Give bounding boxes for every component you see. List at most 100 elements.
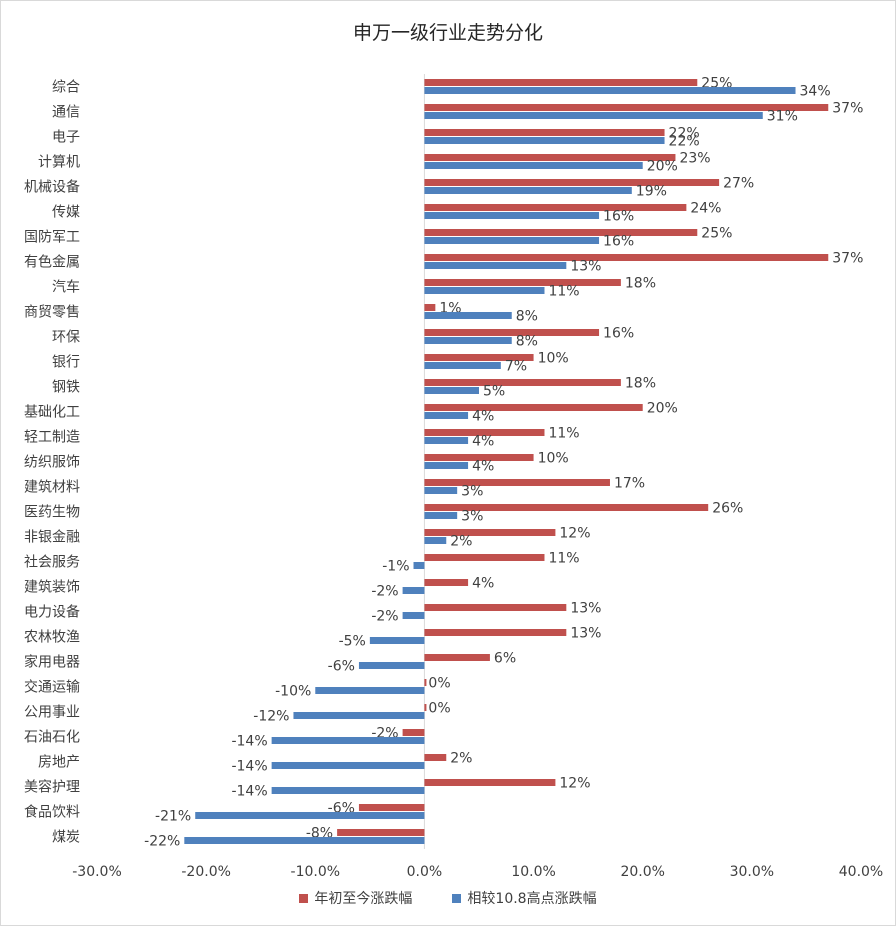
- bar-ytd: [424, 779, 556, 786]
- bar-vs-high: [424, 312, 512, 319]
- data-label-ytd: 18%: [625, 376, 656, 392]
- bar-ytd: [402, 729, 425, 736]
- data-label-ytd: 11%: [548, 426, 579, 442]
- category-label: 电力设备: [24, 604, 80, 621]
- data-label-ytd: 0%: [428, 701, 450, 717]
- legend-item-ytd: 年初至今涨跌幅: [299, 888, 412, 908]
- category-label: 煤炭: [52, 830, 80, 846]
- category-label: 轻工制造: [24, 430, 80, 446]
- data-label-ytd: 2%: [450, 751, 472, 767]
- data-label-ytd: 27%: [723, 176, 754, 192]
- bar-vs-high: [424, 87, 796, 94]
- bar-vs-high: [402, 612, 425, 619]
- bar-ytd: [424, 454, 534, 461]
- data-label-ytd: 37%: [832, 251, 863, 267]
- bar-vs-high: [424, 512, 458, 519]
- legend-item-vs-high: 相较10.8高点涨跌幅: [452, 888, 597, 908]
- bar-vs-high: [424, 112, 763, 119]
- category-label: 银行: [52, 355, 80, 371]
- bar-ytd: [424, 204, 687, 211]
- bar-vs-high: [424, 137, 665, 144]
- bar-ytd: [424, 704, 427, 711]
- category-label: 商贸零售: [24, 305, 80, 321]
- data-label-vs-high: 31%: [767, 109, 798, 125]
- bar-ytd: [424, 329, 600, 336]
- data-label-vs-high: -22%: [144, 834, 180, 850]
- data-label-vs-high: 4%: [472, 434, 494, 450]
- data-label-ytd: 12%: [559, 776, 590, 792]
- bar-ytd: [424, 579, 469, 586]
- data-label-vs-high: -6%: [328, 659, 355, 675]
- data-label-vs-high: 11%: [548, 284, 579, 300]
- bar-vs-high: [424, 262, 567, 269]
- bar-ytd: [424, 479, 610, 486]
- data-label-ytd: 13%: [570, 601, 601, 617]
- bar-ytd: [424, 129, 665, 136]
- data-label-vs-high: -14%: [231, 759, 267, 775]
- category-label: 综合: [52, 80, 80, 96]
- category-label: 食品饮料: [24, 804, 80, 821]
- bar-vs-high: [271, 762, 425, 769]
- bar-ytd: [424, 279, 621, 286]
- legend: 年初至今涨跌幅 相较10.8高点涨跌幅: [0, 888, 896, 908]
- bar-ytd: [424, 179, 720, 186]
- category-label: 汽车: [52, 279, 80, 296]
- legend-label-vs-high: 相较10.8高点涨跌幅: [467, 891, 597, 907]
- bar-ytd: [424, 429, 545, 436]
- bar-vs-high: [424, 462, 469, 469]
- category-label: 环保: [52, 330, 80, 346]
- data-label-ytd: 11%: [548, 551, 579, 567]
- category-label: 基础化工: [24, 404, 80, 421]
- bar-vs-high: [424, 537, 447, 544]
- category-label: 交通运输: [24, 679, 80, 696]
- data-label-ytd: 4%: [472, 576, 494, 592]
- chart-title: 申万一级行业走势分化: [352, 22, 543, 44]
- bar-vs-high: [424, 237, 600, 244]
- data-label-vs-high: -10%: [275, 684, 311, 700]
- category-label: 医药生物: [24, 505, 80, 521]
- data-label-vs-high: 34%: [800, 84, 831, 100]
- category-label: 建筑材料: [24, 480, 80, 496]
- data-label-vs-high: 16%: [603, 209, 634, 225]
- bar-vs-high: [424, 437, 469, 444]
- category-label: 家用电器: [24, 654, 80, 671]
- bar-vs-high: [271, 737, 425, 744]
- x-tick-label: -20.0%: [181, 864, 231, 880]
- bar-vs-high: [424, 487, 458, 494]
- data-label-vs-high: 16%: [603, 234, 634, 250]
- data-label-vs-high: -2%: [371, 584, 398, 600]
- category-label: 通信: [52, 105, 80, 121]
- category-label: 纺织服饰: [24, 455, 80, 471]
- bar-vs-high: [358, 662, 425, 669]
- bar-ytd: [424, 79, 698, 86]
- bar-ytd: [424, 754, 447, 761]
- bar-ytd: [337, 829, 425, 836]
- data-label-ytd: 23%: [679, 151, 710, 167]
- category-label: 非银金融: [24, 530, 80, 546]
- category-label: 计算机: [38, 155, 80, 171]
- data-label-ytd: 18%: [625, 276, 656, 292]
- data-label-vs-high: 5%: [483, 384, 505, 400]
- data-label-vs-high: 3%: [461, 484, 483, 500]
- data-label-vs-high: 7%: [505, 359, 527, 375]
- bar-ytd: [424, 654, 490, 661]
- bar-ytd: [424, 604, 567, 611]
- data-label-ytd: 37%: [832, 101, 863, 117]
- data-label-ytd: 17%: [614, 476, 645, 492]
- legend-label-ytd: 年初至今涨跌幅: [314, 891, 413, 907]
- bar-vs-high: [424, 387, 479, 394]
- data-label-vs-high: 8%: [516, 309, 538, 325]
- x-tick-label: -30.0%: [72, 864, 122, 880]
- data-label-vs-high: 22%: [669, 134, 700, 150]
- category-label: 机械设备: [24, 179, 80, 196]
- bar-ytd: [424, 304, 436, 311]
- data-label-ytd: 6%: [494, 651, 516, 667]
- category-label: 房地产: [38, 755, 80, 771]
- data-label-vs-high: 4%: [472, 459, 494, 475]
- x-tick-label: 10.0%: [511, 864, 555, 880]
- bar-vs-high: [424, 212, 600, 219]
- data-label-ytd: 22%: [669, 126, 700, 142]
- data-label-vs-high: 3%: [461, 509, 483, 525]
- data-label-vs-high: 4%: [472, 409, 494, 425]
- category-label: 有色金属: [24, 254, 80, 271]
